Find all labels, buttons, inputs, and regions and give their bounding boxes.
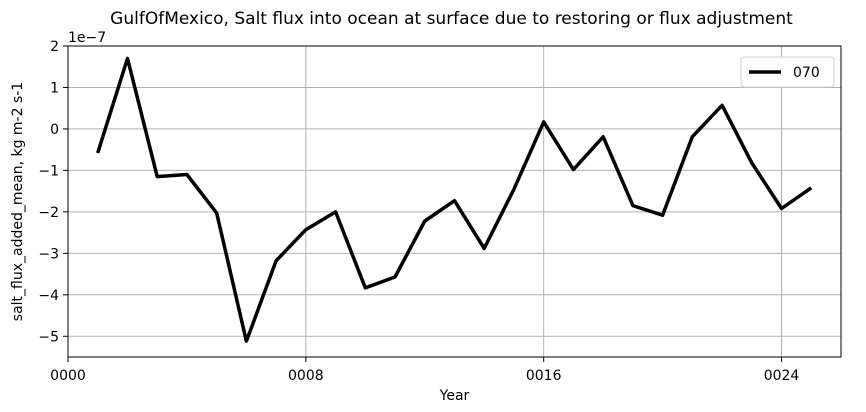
y-tick-label: −2 [38,205,59,221]
chart-title: GulfOfMexico, Salt flux into ocean at su… [110,9,793,29]
plot-frame [67,45,842,358]
y-tick-label: 1 [50,80,59,96]
ticks: 0000 0008 0016 0024 −5 −4 −3 −2 −1 0 1 2 [38,39,799,384]
x-tick-label: 0008 [288,368,324,384]
x-tick-label: 0016 [526,368,562,384]
legend: 070 [740,56,835,88]
y-tick-label: −3 [38,246,59,262]
y-offset-text: 1e−7 [68,30,106,46]
y-tick-label: 2 [50,39,59,55]
x-tick-label: 0024 [764,368,800,384]
y-axis-label: salt_flux_added_mean, kg m-2 s-1 [10,82,26,321]
legend-box [740,56,835,88]
y-tick-label: −5 [38,329,59,345]
y-tick-label: −4 [38,288,59,304]
x-axis-label: Year [439,388,470,404]
y-tick-label: 0 [50,122,59,138]
x-tick-label: 0000 [50,368,86,384]
series-layer [96,56,813,343]
y-tick-label: −1 [38,163,59,179]
series-line [96,56,813,343]
legend-label: 070 [793,65,820,81]
